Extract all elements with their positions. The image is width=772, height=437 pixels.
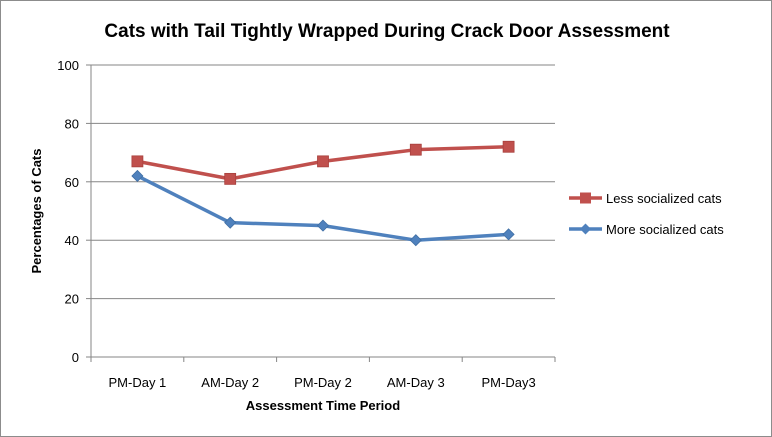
- data-point-more-socialized-cats: [409, 234, 422, 247]
- legend-marker-less-socialized-cats: [580, 192, 591, 204]
- y-axis-title: Percentages of Cats: [29, 149, 44, 274]
- gridlines: [91, 64, 555, 300]
- legend-label-less-socialized-cats: Less socialized cats: [606, 191, 722, 206]
- data-point-more-socialized-cats: [316, 219, 330, 232]
- data-point-less-socialized-cats: [224, 172, 237, 185]
- data-point-more-socialized-cats: [131, 169, 144, 183]
- x-tick-label: PM-Day 1: [109, 375, 167, 390]
- y-tick-label: 20: [65, 292, 79, 307]
- legend: Less socialized cats More socialized cats: [569, 191, 724, 237]
- x-tick-label: AM-Day 2: [201, 375, 259, 390]
- chart-title: Cats with Tail Tightly Wrapped During Cr…: [104, 21, 670, 42]
- data-point-more-socialized-cats: [502, 228, 515, 241]
- data-point-more-socialized-cats: [224, 216, 237, 229]
- legend-label-more-socialized-cats: More socialized cats: [606, 222, 724, 237]
- data-point-less-socialized-cats: [131, 155, 144, 168]
- y-tick-label: 100: [57, 58, 79, 73]
- x-tick-label: AM-Day 3: [387, 375, 445, 390]
- y-tick-label: 40: [65, 233, 79, 248]
- y-tick-label: 60: [65, 175, 79, 190]
- series-group: [131, 140, 515, 247]
- axes: 0 20 40 60 80 100 PM-Day 1 AM-Day 2 PM-Day 2 AM-D…: [57, 58, 556, 390]
- data-point-less-socialized-cats: [317, 155, 329, 168]
- x-tick-label: PM-Day 2: [294, 375, 352, 390]
- legend-marker-more-socialized-cats: [580, 223, 591, 235]
- y-tick-label: 80: [65, 116, 79, 131]
- x-axis-title: Assessment Time Period: [246, 398, 400, 413]
- y-tick-label: 0: [72, 350, 79, 365]
- x-tick-label: PM-Day3: [482, 375, 536, 390]
- data-point-less-socialized-cats: [502, 140, 515, 153]
- data-point-less-socialized-cats: [409, 143, 422, 156]
